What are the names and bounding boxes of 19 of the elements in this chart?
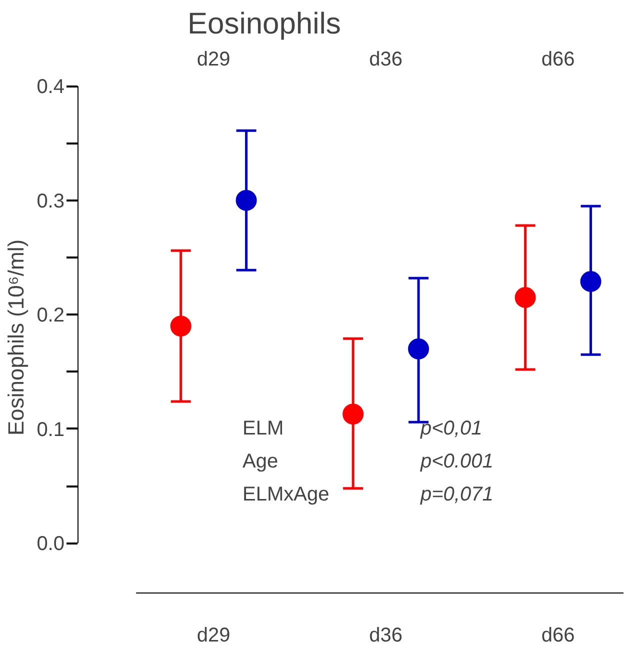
category-label: d36 — [369, 624, 402, 646]
category-label: d29 — [196, 624, 230, 646]
x-tick-label: d36 — [369, 48, 402, 70]
y-tick-label: 0.2 — [36, 304, 65, 327]
y-tick-label: 0.3 — [36, 190, 65, 212]
y-tick-label: 0.1 — [36, 418, 65, 441]
annotation: ELMxAge — [242, 484, 330, 506]
category-label: d66 — [541, 624, 575, 646]
annotation: p<0.001 — [420, 450, 494, 472]
annotation: ELM — [242, 418, 284, 440]
annotation: p=0,071 — [420, 484, 494, 506]
y-axis-title: Eosinophils (10⁶/ml) — [4, 239, 29, 436]
y-tick-label: 0.0 — [36, 533, 65, 556]
x-tick-label: d66 — [541, 48, 575, 70]
annotation: Age — [242, 450, 278, 472]
chart-title: Eosinophils — [188, 8, 341, 40]
x-tick-label: d29 — [196, 48, 230, 70]
y-tick-label: 0.4 — [36, 76, 65, 98]
annotation: p<0,01 — [420, 418, 482, 440]
